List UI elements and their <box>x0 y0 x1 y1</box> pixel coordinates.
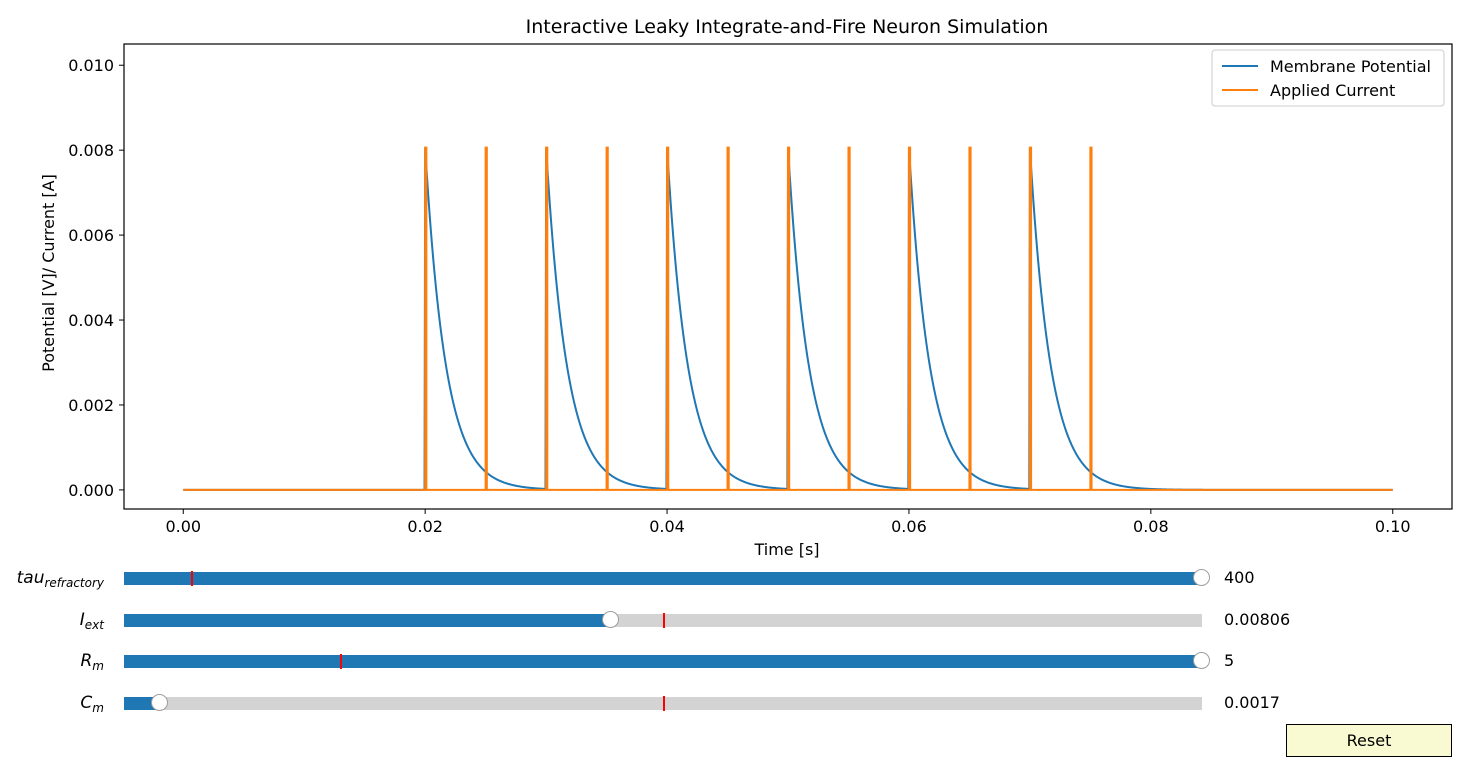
slider-label-c-m: Cm <box>80 693 104 715</box>
slider-initial-marker-r-m <box>340 654 342 669</box>
slider-handle-i-ext[interactable] <box>602 611 619 628</box>
x-tick-label: 0.00 <box>165 517 201 536</box>
slider-track-tau-refractory[interactable] <box>124 569 1210 586</box>
slider-track-i-ext[interactable] <box>124 611 1202 628</box>
slider-label-tau-refractory: taurefractory <box>16 568 104 590</box>
y-tick-label: 0.002 <box>68 396 114 415</box>
slider-initial-marker-i-ext <box>663 613 665 628</box>
slider-handle-c-m[interactable] <box>151 694 168 711</box>
x-tick-label: 0.10 <box>1375 517 1411 536</box>
y-tick-label: 0.008 <box>68 141 114 160</box>
x-tick-label: 0.06 <box>891 517 927 536</box>
chart: Interactive Leaky Integrate-and-Fire Neu… <box>39 16 1453 559</box>
slider-track-c-m[interactable] <box>124 694 1202 711</box>
x-axis-ticks: 0.00 0.02 0.04 0.06 0.08 0.10 <box>165 509 1411 536</box>
y-axis-ticks: 0.000 0.002 0.004 0.006 0.008 0.010 <box>68 56 124 500</box>
x-axis-label: Time [s] <box>753 540 819 559</box>
chart-title: Interactive Leaky Integrate-and-Fire Neu… <box>526 16 1049 38</box>
y-axis-label: Potential [V]/ Current [A] <box>39 174 58 372</box>
slider-r-m[interactable]: Rm 5 <box>0 649 1470 673</box>
x-tick-label: 0.02 <box>407 517 443 536</box>
x-tick-label: 0.08 <box>1133 517 1169 536</box>
slider-fill-i-ext <box>124 614 611 627</box>
slider-label-i-ext: Iext <box>79 610 104 632</box>
slider-track-r-m[interactable] <box>124 652 1210 669</box>
reset-button[interactable]: Reset <box>1286 724 1452 757</box>
slider-fill-r-m <box>124 655 1202 668</box>
plot-frame <box>123 43 1453 510</box>
slider-value-i-ext: 0.00806 <box>1224 610 1291 629</box>
x-tick-label: 0.04 <box>649 517 685 536</box>
slider-initial-marker-c-m <box>663 696 665 711</box>
y-tick-label: 0.004 <box>68 311 114 330</box>
slider-i-ext[interactable]: Iext 0.00806 <box>0 608 1470 632</box>
y-tick-label: 0.000 <box>68 481 114 500</box>
slider-handle-tau-refractory[interactable] <box>1193 569 1210 586</box>
legend-box <box>1211 49 1445 107</box>
slider-value-r-m: 5 <box>1224 651 1235 670</box>
slider-initial-marker-tau-refractory <box>191 571 193 586</box>
slider-c-m[interactable]: Cm 0.0017 <box>0 691 1470 715</box>
slider-tau-refractory[interactable]: taurefractory 400 <box>0 566 1470 590</box>
legend: Membrane Potential Applied Current <box>1211 49 1445 107</box>
legend-label-applied-current: Applied Current <box>1270 81 1395 100</box>
slider-handle-r-m[interactable] <box>1193 652 1210 669</box>
slider-value-tau-refractory: 400 <box>1224 568 1255 587</box>
y-tick-label: 0.006 <box>68 226 114 245</box>
plot-lines <box>183 146 1393 491</box>
slider-value-c-m: 0.0017 <box>1224 693 1280 712</box>
slider-label-r-m: Rm <box>80 651 104 673</box>
series-applied-current <box>183 146 1393 491</box>
y-tick-label: 0.010 <box>68 56 114 75</box>
legend-label-membrane-potential: Membrane Potential <box>1270 57 1431 76</box>
slider-fill-tau-refractory <box>124 572 1202 585</box>
